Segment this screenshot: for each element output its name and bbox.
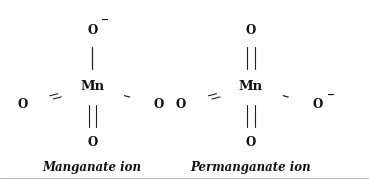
Text: Permanganate ion: Permanganate ion	[191, 161, 311, 174]
Text: Mn: Mn	[80, 80, 104, 93]
Text: −: −	[101, 16, 110, 25]
Text: O: O	[154, 98, 164, 111]
Text: O: O	[246, 136, 256, 150]
Text: O: O	[87, 136, 97, 150]
Text: Manganate ion: Manganate ion	[43, 161, 142, 174]
Text: O: O	[312, 98, 323, 111]
Text: O: O	[87, 24, 97, 37]
Text: −: −	[327, 90, 335, 100]
Text: O: O	[176, 98, 186, 111]
Text: Mn: Mn	[239, 80, 263, 93]
Text: O: O	[246, 24, 256, 37]
Text: O: O	[17, 98, 27, 111]
